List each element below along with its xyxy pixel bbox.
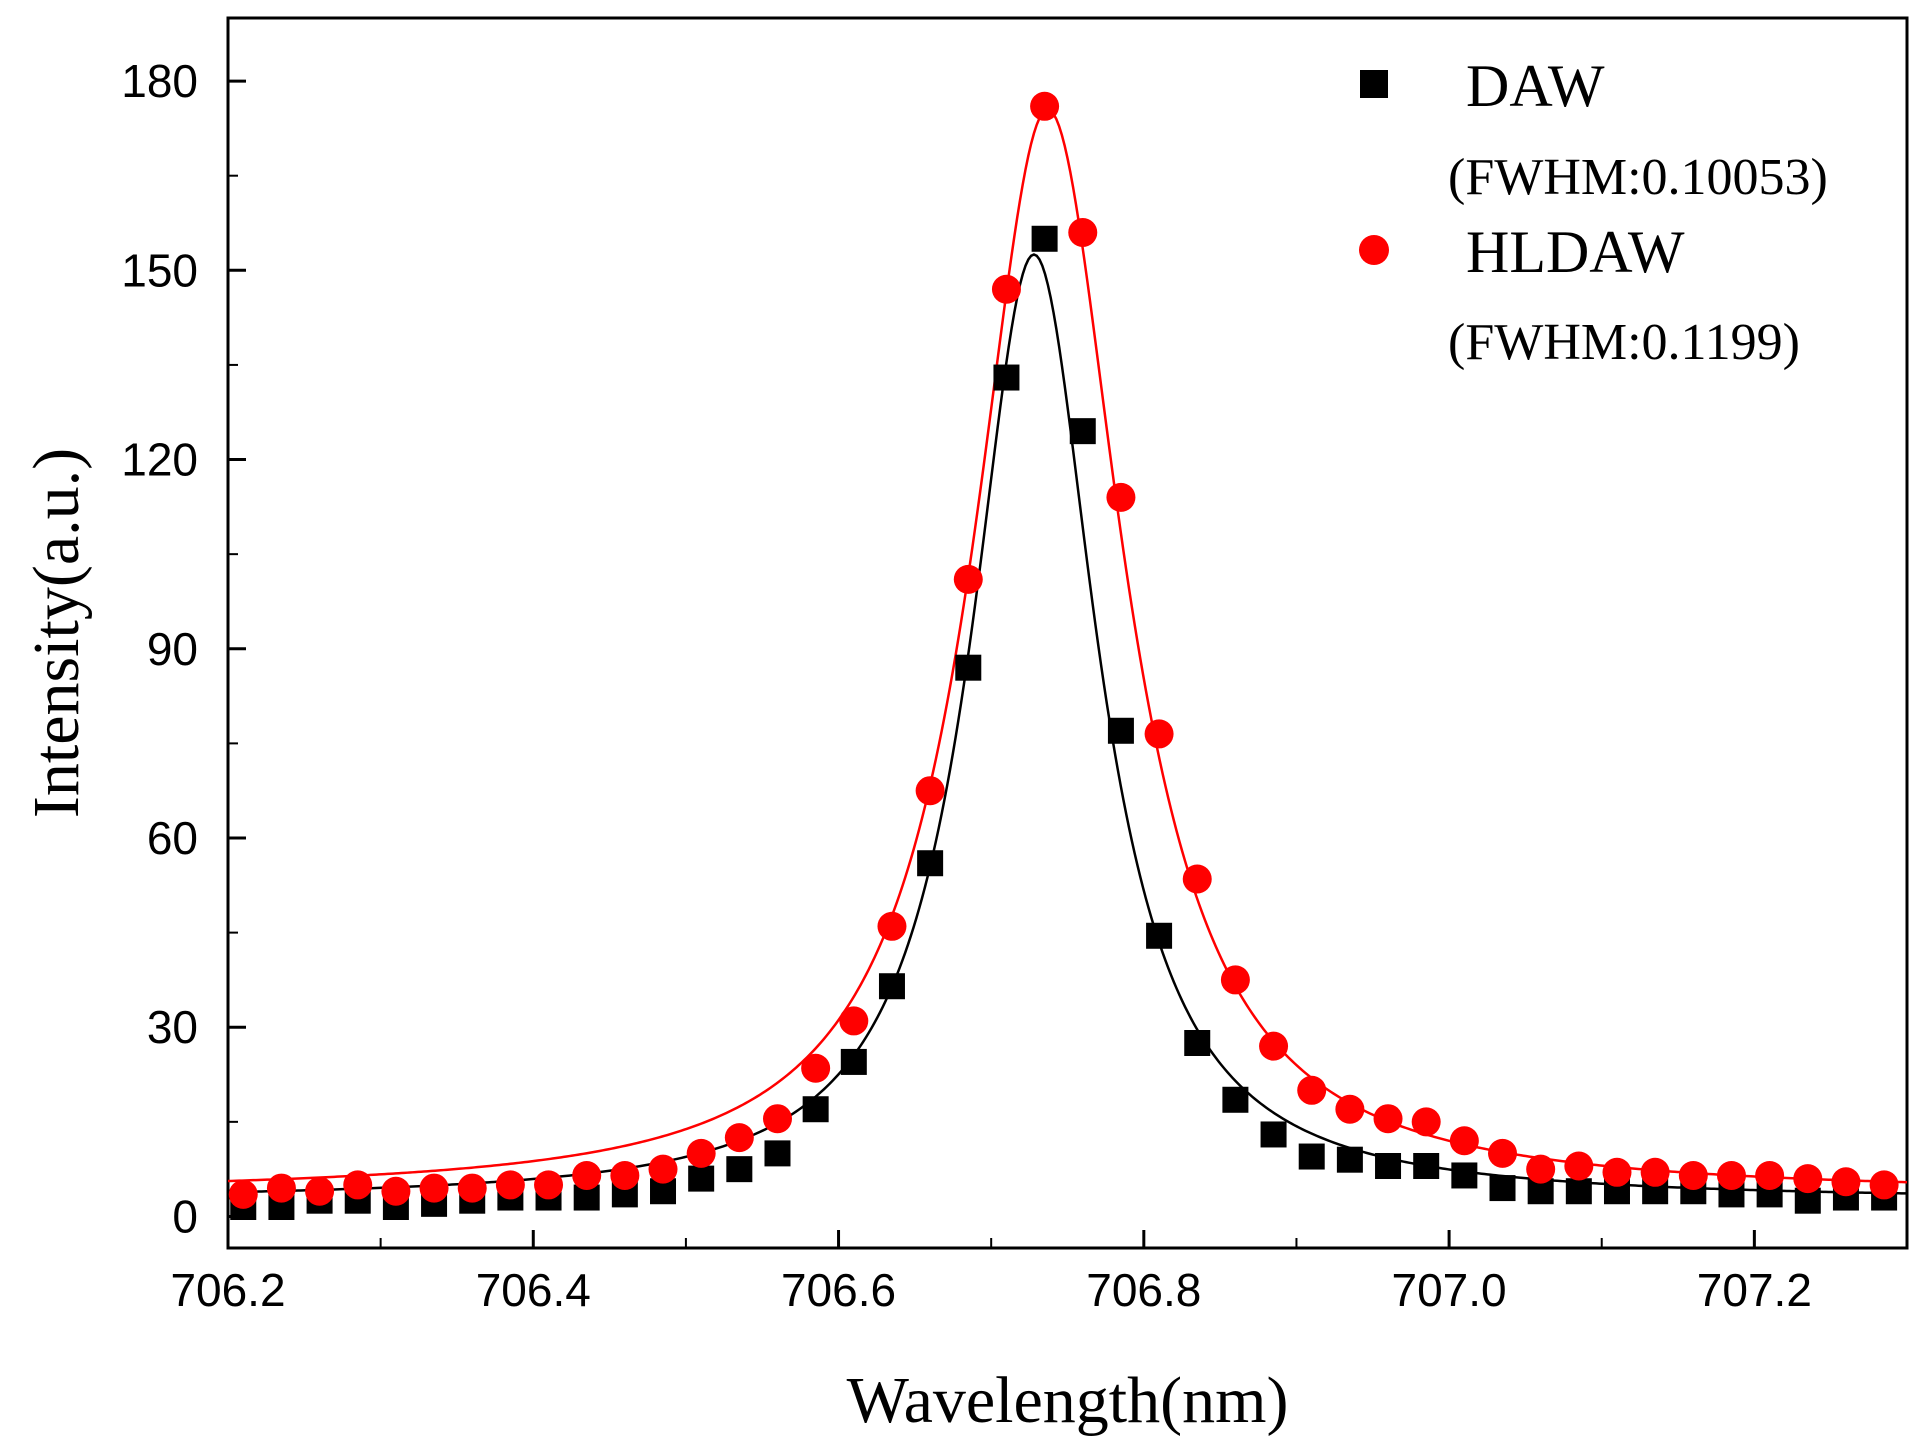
data-point-hldaw bbox=[1678, 1160, 1708, 1190]
data-point-hldaw bbox=[1030, 91, 1060, 121]
data-point-hldaw bbox=[1488, 1138, 1518, 1168]
data-point-hldaw bbox=[686, 1138, 716, 1168]
data-point-hldaw bbox=[1716, 1160, 1746, 1190]
data-point-hldaw bbox=[839, 1006, 869, 1036]
data-point-hldaw bbox=[1793, 1164, 1823, 1194]
legend: DAW (FWHM:0.10053) HLDAW (FWHM:0.1199) bbox=[1359, 53, 1828, 371]
legend-note-hldaw: (FWHM:0.1199) bbox=[1448, 314, 1800, 371]
data-point-hldaw bbox=[1411, 1107, 1441, 1137]
x-tick-label: 706.4 bbox=[476, 1264, 591, 1316]
data-point-hldaw bbox=[1755, 1160, 1785, 1190]
data-point-hldaw bbox=[1297, 1075, 1327, 1105]
data-point-hldaw bbox=[610, 1160, 640, 1190]
x-tick-label: 706.2 bbox=[170, 1264, 285, 1316]
legend-marker-daw bbox=[1360, 70, 1388, 98]
data-point-hldaw bbox=[343, 1170, 373, 1200]
data-point-hldaw bbox=[915, 776, 945, 806]
data-point-hldaw bbox=[495, 1170, 525, 1200]
y-tick-label: 0 bbox=[172, 1190, 198, 1242]
data-point-daw bbox=[840, 1048, 867, 1075]
data-point-daw bbox=[1375, 1153, 1402, 1179]
fit-line-daw bbox=[227, 253, 1908, 1195]
data-point-hldaw bbox=[457, 1173, 487, 1203]
data-point-daw bbox=[688, 1165, 715, 1192]
x-tick-label: 706.8 bbox=[1086, 1264, 1201, 1316]
data-point-hldaw bbox=[1564, 1151, 1594, 1181]
data-point-hldaw bbox=[762, 1104, 792, 1134]
data-point-hldaw bbox=[381, 1176, 411, 1206]
legend-label-daw: DAW bbox=[1466, 53, 1605, 119]
y-axis-title: Intensity(a.u.) bbox=[20, 448, 93, 818]
data-point-daw bbox=[1489, 1175, 1516, 1202]
data-point-daw bbox=[764, 1140, 791, 1167]
data-point-daw bbox=[1413, 1153, 1440, 1179]
data-point-hldaw bbox=[534, 1170, 564, 1200]
data-point-daw bbox=[1451, 1162, 1478, 1189]
data-point-hldaw bbox=[1220, 965, 1250, 995]
y-tick-label: 180 bbox=[121, 55, 198, 107]
data-point-hldaw bbox=[991, 274, 1021, 304]
x-tick-label: 706.6 bbox=[781, 1264, 896, 1316]
y-tick-label: 60 bbox=[147, 812, 198, 864]
data-point-hldaw bbox=[1106, 482, 1136, 512]
data-point-daw bbox=[1146, 922, 1173, 949]
data-point-hldaw bbox=[1602, 1157, 1632, 1187]
data-point-daw bbox=[802, 1096, 829, 1123]
x-tick-label: 707.0 bbox=[1392, 1264, 1507, 1316]
x-axis: 706.2 706.4 706.6 706.8 707.0 707.2 bbox=[170, 1230, 1812, 1316]
data-point-hldaw bbox=[1831, 1167, 1861, 1197]
data-point-daw bbox=[1184, 1030, 1211, 1056]
data-point-hldaw bbox=[1259, 1031, 1289, 1061]
data-point-hldaw bbox=[1640, 1157, 1670, 1187]
data-point-daw bbox=[1298, 1143, 1325, 1170]
data-point-hldaw bbox=[648, 1154, 678, 1184]
data-point-hldaw bbox=[572, 1160, 602, 1190]
data-point-daw bbox=[878, 973, 905, 1000]
y-tick-label: 150 bbox=[121, 244, 198, 296]
data-point-daw bbox=[726, 1156, 753, 1183]
data-point-daw bbox=[1107, 717, 1134, 744]
legend-marker-hldaw bbox=[1359, 235, 1389, 265]
data-point-daw bbox=[917, 850, 944, 877]
data-point-hldaw bbox=[305, 1176, 335, 1206]
data-point-hldaw bbox=[1526, 1154, 1556, 1184]
data-markers bbox=[228, 91, 1899, 1220]
data-point-hldaw bbox=[953, 564, 983, 594]
data-point-daw bbox=[1336, 1146, 1363, 1173]
data-point-daw bbox=[1031, 225, 1058, 252]
data-point-hldaw bbox=[1182, 864, 1212, 894]
data-point-hldaw bbox=[1869, 1170, 1899, 1200]
data-point-hldaw bbox=[724, 1123, 754, 1153]
data-point-hldaw bbox=[1068, 217, 1098, 247]
data-point-hldaw bbox=[266, 1173, 296, 1203]
y-tick-label: 30 bbox=[147, 1001, 198, 1053]
data-point-daw bbox=[1069, 418, 1096, 445]
data-point-hldaw bbox=[1335, 1094, 1365, 1124]
data-point-daw bbox=[1222, 1086, 1249, 1113]
data-point-hldaw bbox=[1449, 1126, 1479, 1156]
legend-label-hldaw: HLDAW bbox=[1466, 219, 1685, 285]
legend-note-daw: (FWHM:0.10053) bbox=[1448, 149, 1828, 206]
data-point-daw bbox=[1565, 1178, 1592, 1205]
data-point-hldaw bbox=[1144, 719, 1174, 749]
data-point-daw bbox=[955, 654, 982, 681]
y-tick-label: 90 bbox=[147, 623, 198, 675]
plot-frame bbox=[226, 16, 1909, 1250]
data-point-daw bbox=[993, 364, 1020, 391]
x-tick-label: 707.2 bbox=[1697, 1264, 1812, 1316]
x-axis-title: Wavelength(nm) bbox=[847, 1364, 1289, 1437]
data-point-daw bbox=[1260, 1121, 1287, 1148]
data-point-hldaw bbox=[877, 911, 907, 941]
data-point-hldaw bbox=[419, 1173, 449, 1203]
y-tick-label: 120 bbox=[121, 434, 198, 486]
plot-area bbox=[226, 16, 1909, 1250]
data-point-hldaw bbox=[801, 1053, 831, 1083]
data-point-hldaw bbox=[228, 1179, 258, 1209]
data-point-hldaw bbox=[1373, 1104, 1403, 1134]
